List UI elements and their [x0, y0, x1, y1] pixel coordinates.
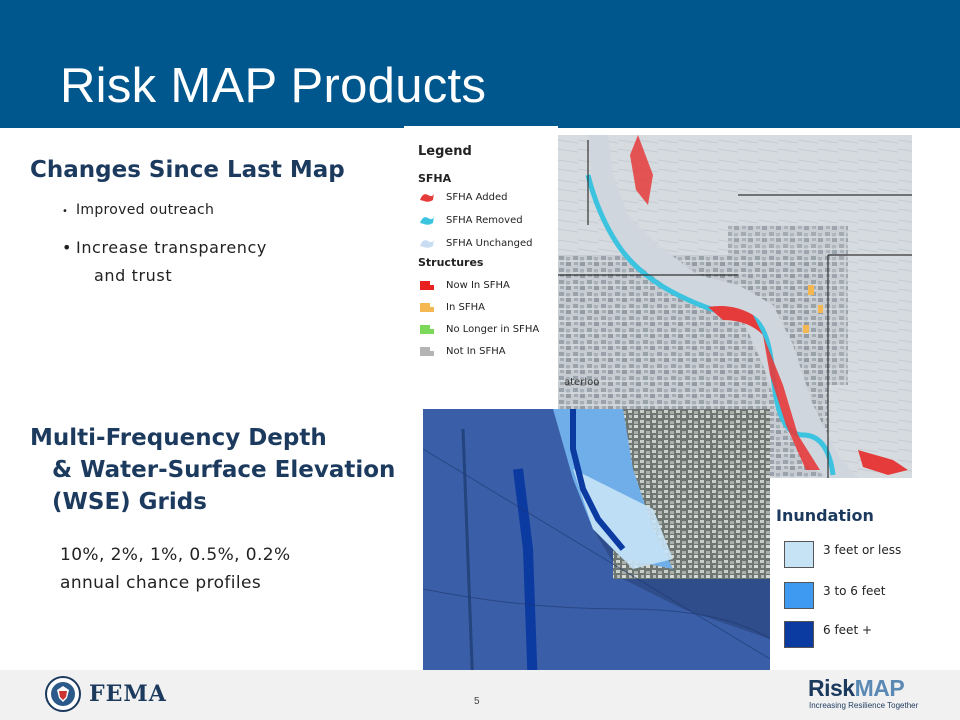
- legend-label: In SFHA: [446, 301, 485, 313]
- legend-label: Not In SFHA: [446, 345, 506, 357]
- map-legend: Legend SFHA SFHA Added SFHA Removed SFHA…: [404, 126, 558, 376]
- section-heading-depth: Multi-Frequency Depth & Water-Surface El…: [30, 422, 395, 519]
- legend-structures-heading: Structures: [418, 256, 484, 269]
- page-number: 5: [474, 696, 480, 707]
- bullet-text: Improved outreach: [76, 202, 215, 218]
- legend-item-no-longer-in-sfha: No Longer in SFHA: [418, 320, 539, 338]
- legend-label: SFHA Added: [446, 191, 508, 203]
- heading-line: (WSE) Grids: [52, 489, 207, 516]
- riskmap-tagline: Increasing Resilience Together: [809, 701, 919, 710]
- legend-item-not-in-sfha: Not In SFHA: [418, 342, 506, 360]
- legend-label: No Longer in SFHA: [446, 323, 540, 335]
- legend-label: SFHA Removed: [446, 214, 523, 226]
- legend-item-sfha-unchanged: SFHA Unchanged: [418, 234, 532, 252]
- footer-bar: [0, 670, 960, 720]
- map-place-label: aterloo: [564, 377, 599, 388]
- now-in-sfha-swatch-icon: [420, 281, 434, 290]
- inundation-swatch-mid: [784, 582, 814, 609]
- inundation-legend-title: Inundation: [776, 506, 874, 525]
- heading-line: Multi-Frequency Depth: [30, 425, 327, 451]
- inundation-map: [423, 409, 770, 691]
- sfha-removed-swatch-icon: [420, 216, 434, 225]
- not-in-sfha-swatch-icon: [420, 347, 434, 356]
- bullet-text: Increase transparency: [76, 238, 267, 257]
- inundation-swatch-high: [784, 621, 814, 648]
- riskmap-logo: RiskMAP: [808, 675, 905, 702]
- legend-title: Legend: [418, 144, 472, 159]
- slide-title: Risk MAP Products: [60, 59, 487, 113]
- profiles-text: 10%, 2%, 1%, 0.5%, 0.2% annual chance pr…: [60, 541, 291, 597]
- bullet-item: • Improved outreach: [62, 202, 215, 218]
- inundation-label: 6 feet +: [823, 623, 873, 637]
- legend-sfha-heading: SFHA: [418, 172, 452, 185]
- inundation-label: 3 to 6 feet: [823, 584, 886, 598]
- in-sfha-swatch-icon: [420, 303, 434, 312]
- dhs-seal-icon: [45, 676, 81, 712]
- legend-label: Now In SFHA: [446, 279, 510, 291]
- legend-item-sfha-added: SFHA Added: [418, 188, 508, 206]
- no-longer-in-sfha-swatch-icon: [420, 325, 434, 334]
- section-heading-changes: Changes Since Last Map: [30, 157, 345, 183]
- sfha-added-swatch-icon: [420, 193, 434, 202]
- legend-label: SFHA Unchanged: [446, 237, 533, 249]
- fema-logo-text: FEMA: [89, 681, 167, 707]
- legend-item-sfha-removed: SFHA Removed: [418, 211, 523, 229]
- inundation-label: 3 feet or less: [823, 543, 902, 557]
- profiles-line: annual chance profiles: [60, 573, 262, 593]
- profiles-line: 10%, 2%, 1%, 0.5%, 0.2%: [60, 545, 291, 565]
- heading-line: & Water-Surface Elevation: [52, 457, 396, 484]
- riskmap-logo-map: MAP: [854, 675, 905, 701]
- title-banner: [0, 0, 960, 128]
- legend-item-now-in-sfha: Now In SFHA: [418, 276, 510, 294]
- bullet-item: • Increase transparency: [62, 238, 267, 257]
- legend-item-in-sfha: In SFHA: [418, 298, 485, 316]
- inundation-swatch-low: [784, 541, 814, 568]
- sfha-unchanged-swatch-icon: [420, 239, 434, 248]
- bullet-continuation: and trust: [94, 266, 173, 285]
- riskmap-logo-risk: Risk: [808, 675, 855, 701]
